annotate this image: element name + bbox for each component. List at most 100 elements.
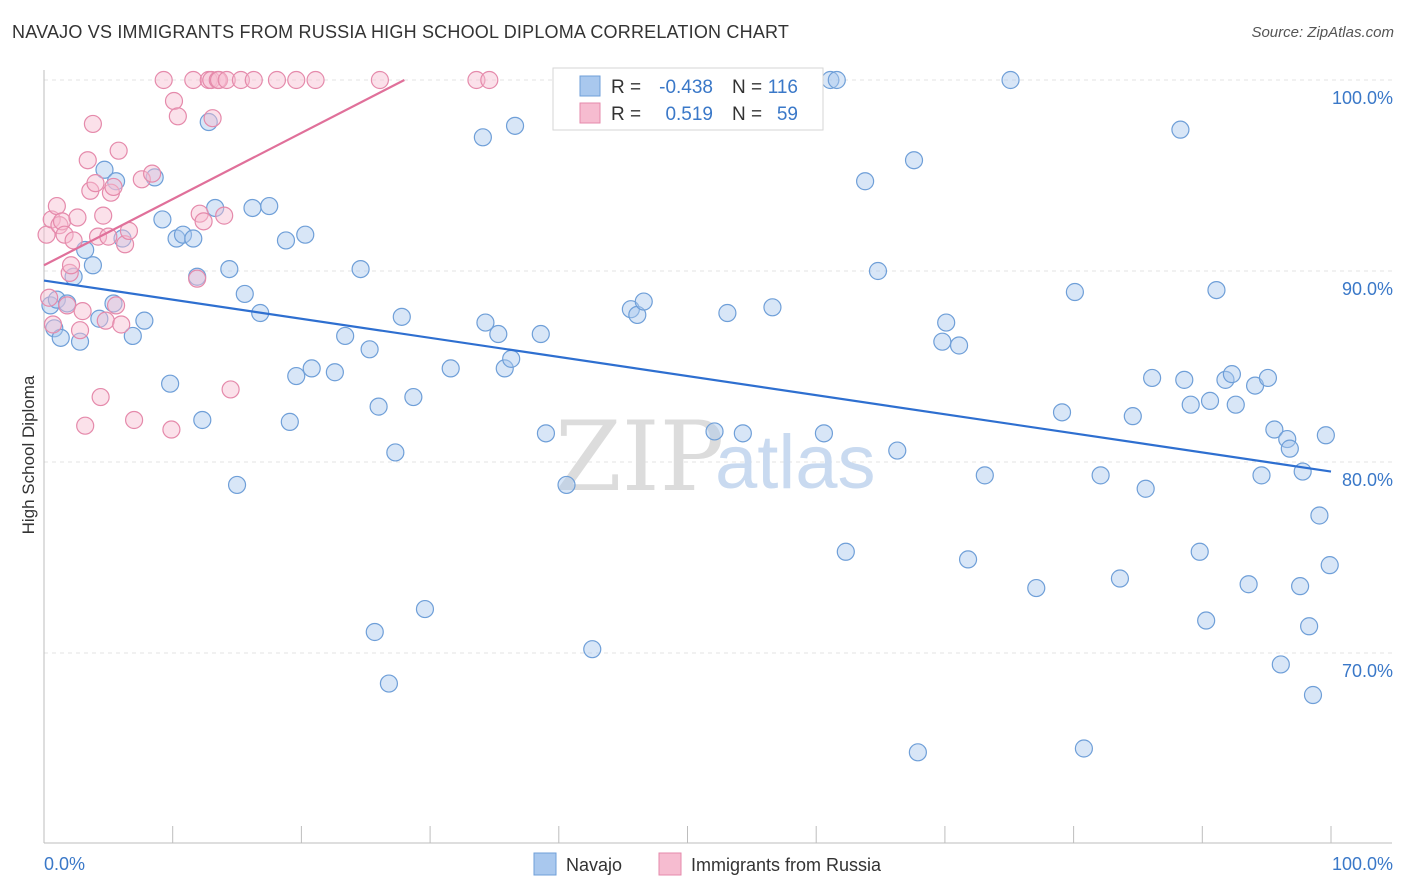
navajo-point bbox=[836, 542, 855, 561]
navajo-point bbox=[502, 349, 521, 368]
navajo-point bbox=[489, 324, 508, 344]
russia-point bbox=[132, 170, 151, 189]
navajo-point bbox=[1091, 466, 1110, 485]
russia-point bbox=[73, 302, 92, 321]
navajo-point bbox=[336, 326, 355, 346]
navajo-point bbox=[718, 303, 737, 323]
russia-point bbox=[91, 387, 110, 407]
navajo-point bbox=[531, 324, 550, 344]
russia-point bbox=[244, 70, 263, 90]
navajo-point bbox=[404, 387, 423, 407]
grid-lines bbox=[44, 79, 1392, 654]
navajo-point bbox=[1207, 281, 1226, 300]
navajo-point bbox=[1065, 282, 1084, 302]
navajo-point bbox=[1171, 120, 1190, 139]
navajo-point bbox=[476, 313, 495, 332]
legend-r-label-navajo: R = bbox=[611, 77, 641, 98]
navajo-point bbox=[90, 309, 109, 328]
navajo-point bbox=[360, 340, 379, 359]
navajo-point bbox=[904, 151, 924, 170]
navajo-trend-line bbox=[43, 279, 1332, 473]
navajo-point bbox=[1001, 70, 1020, 90]
bottom-legend-label-navajo: Navajo bbox=[566, 855, 622, 875]
x-tick-label-end: 100.0% bbox=[1332, 854, 1393, 874]
y-tick-label: 70.0% bbox=[1342, 661, 1393, 681]
russia-point bbox=[188, 269, 207, 288]
bottom-legend-swatch-russia bbox=[658, 852, 682, 876]
navajo-point bbox=[123, 326, 142, 346]
navajo-point bbox=[1316, 426, 1335, 445]
russia-point bbox=[55, 225, 74, 244]
navajo-point bbox=[1303, 685, 1323, 705]
navajo-point bbox=[937, 313, 956, 332]
y-tick-label: 80.0% bbox=[1342, 470, 1393, 490]
navajo-point bbox=[184, 229, 203, 248]
navajo-point bbox=[1252, 466, 1271, 485]
navajo-point bbox=[1280, 439, 1299, 458]
navajo-point bbox=[243, 198, 262, 218]
watermark-atlas: atlas bbox=[715, 420, 876, 505]
navajo-point bbox=[369, 397, 388, 416]
navajo-point bbox=[1197, 611, 1216, 630]
navajo-point bbox=[1074, 739, 1093, 758]
russia-point bbox=[99, 227, 118, 246]
russia-point bbox=[106, 296, 126, 315]
navajo-point bbox=[1200, 391, 1220, 410]
y-tick-label: 100.0% bbox=[1332, 88, 1393, 108]
legend-swatch-navajo bbox=[579, 75, 601, 97]
russia-point bbox=[202, 70, 221, 90]
navajo-point bbox=[1271, 655, 1290, 674]
watermark: ZIP atlas bbox=[555, 401, 876, 513]
navajo-point bbox=[296, 225, 315, 244]
scatter-points bbox=[37, 70, 1339, 762]
navajo-point bbox=[379, 674, 399, 693]
russia-point bbox=[78, 151, 97, 170]
navajo-point bbox=[227, 475, 247, 495]
russia-point bbox=[215, 206, 234, 225]
navajo-point bbox=[276, 231, 296, 250]
russia-point bbox=[61, 256, 81, 275]
navajo-point bbox=[975, 466, 994, 485]
legend-r-value-russia: 0.519 bbox=[665, 104, 713, 125]
russia-point bbox=[115, 235, 135, 254]
y-tick-label: 90.0% bbox=[1342, 279, 1393, 299]
russia-point bbox=[143, 164, 162, 183]
navajo-point bbox=[933, 332, 952, 351]
navajo-point bbox=[1310, 506, 1329, 525]
navajo-point bbox=[1222, 365, 1242, 384]
russia-point bbox=[124, 410, 144, 430]
russia-point bbox=[184, 70, 203, 90]
navajo-point bbox=[104, 294, 123, 313]
russia-point bbox=[467, 70, 486, 90]
navajo-point bbox=[51, 328, 70, 347]
navajo-point bbox=[634, 292, 653, 311]
legend-n-value-russia: 59 bbox=[777, 104, 798, 125]
navajo-point bbox=[1190, 542, 1209, 561]
legend-n-label-navajo: N = bbox=[732, 77, 762, 98]
navajo-point bbox=[302, 359, 321, 378]
russia-point bbox=[209, 70, 229, 90]
navajo-point bbox=[1052, 403, 1072, 422]
navajo-point bbox=[1239, 575, 1258, 594]
navajo-point bbox=[583, 640, 602, 659]
russia-point bbox=[112, 315, 131, 334]
navajo-point bbox=[193, 410, 212, 430]
russia-point bbox=[104, 177, 123, 197]
watermark-zip: ZIP bbox=[555, 401, 724, 513]
russia-point bbox=[221, 380, 240, 399]
y-tick-labels: 100.0% 90.0% 80.0% 70.0% bbox=[1332, 88, 1393, 681]
russia-point bbox=[154, 70, 173, 90]
navajo-point bbox=[814, 424, 834, 443]
navajo-point bbox=[536, 424, 556, 443]
navajo-point bbox=[888, 441, 907, 460]
navajo-point bbox=[365, 622, 384, 642]
russia-trend-line bbox=[43, 79, 405, 267]
navajo-point bbox=[260, 196, 279, 216]
source-label: Source: ZipAtlas.com bbox=[1251, 24, 1394, 41]
trend-lines bbox=[43, 79, 1332, 473]
navajo-point bbox=[1226, 395, 1245, 414]
russia-point bbox=[96, 311, 115, 330]
navajo-point bbox=[153, 210, 172, 229]
navajo-point bbox=[505, 116, 525, 135]
navajo-point bbox=[1027, 578, 1046, 598]
